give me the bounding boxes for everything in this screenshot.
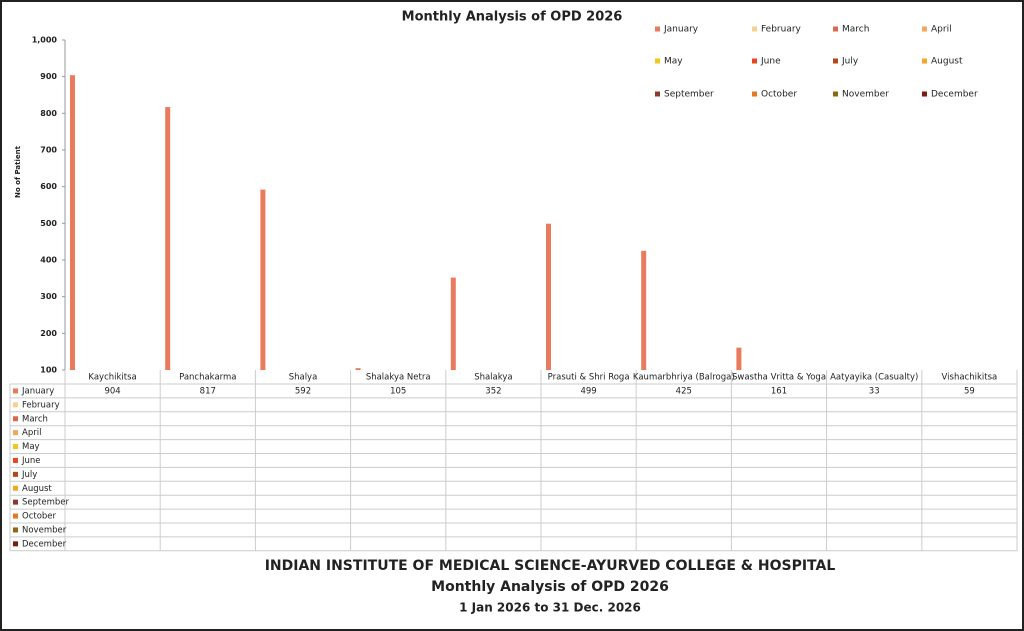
- bar: [70, 75, 75, 370]
- legend-label: April: [931, 25, 952, 35]
- legend-swatch: [922, 26, 927, 32]
- table-value: 352: [485, 386, 501, 396]
- x-tick-label: Shalakya: [474, 373, 512, 383]
- y-tick-label: 200: [40, 329, 57, 338]
- row-label: April: [22, 428, 41, 438]
- y-tick-label: 300: [40, 292, 57, 301]
- row-label: February: [22, 400, 60, 410]
- table-value: 592: [295, 386, 311, 396]
- bar: [546, 223, 551, 370]
- table-value: 33: [869, 386, 880, 396]
- row-label: December: [22, 539, 67, 549]
- x-tick-label: Vishachikitsa: [942, 373, 998, 383]
- legend-swatch: [922, 58, 927, 64]
- legend-label: January: [663, 25, 699, 35]
- x-tick-label: Prasuti & Shri Roga: [548, 373, 630, 383]
- legend-label: December: [931, 90, 978, 100]
- x-tick-label: Aatyayika (Casualty): [830, 373, 918, 383]
- y-tick-label: 500: [40, 219, 57, 228]
- legend-swatch: [922, 91, 927, 97]
- table-value: 425: [676, 386, 692, 396]
- row-label: July: [21, 470, 37, 480]
- legend-swatch: [13, 388, 18, 394]
- legend-swatch: [13, 457, 18, 463]
- legend-swatch: [655, 26, 660, 32]
- legend-swatch: [13, 416, 18, 422]
- y-axis-label: No of Patient: [14, 145, 22, 198]
- legend-swatch: [13, 485, 18, 491]
- legend-swatch: [13, 430, 18, 436]
- legend-label: November: [842, 90, 889, 100]
- legend-swatch: [833, 26, 838, 32]
- table-value: 817: [200, 386, 216, 396]
- row-label: October: [22, 512, 57, 522]
- row-label: November: [22, 525, 67, 535]
- footer-line: INDIAN INSTITUTE OF MEDICAL SCIENCE-AYUR…: [265, 558, 836, 574]
- x-tick-label: Kaumarbhriya (Balroga): [633, 373, 735, 383]
- legend-label: March: [842, 25, 869, 35]
- legend-swatch: [13, 527, 18, 533]
- row-label: March: [22, 414, 48, 424]
- y-tick-label: 900: [40, 72, 57, 81]
- x-tick-label: Shalakya Netra: [366, 373, 431, 383]
- chart-title: Monthly Analysis of OPD 2026: [402, 10, 623, 25]
- bar: [736, 347, 742, 370]
- y-tick-label: 700: [40, 146, 57, 155]
- legend-swatch: [13, 471, 18, 477]
- x-tick-label: Shalya: [289, 373, 318, 383]
- legend-swatch: [752, 26, 757, 32]
- bar: [355, 368, 361, 370]
- legend-swatch: [833, 91, 838, 97]
- x-tick-label: Kaychikitsa: [88, 373, 136, 383]
- table-value: 904: [104, 386, 120, 396]
- x-tick-label: Panchakarma: [179, 373, 236, 383]
- table-value: 59: [964, 386, 975, 396]
- y-tick-label: 100: [40, 366, 57, 375]
- legend-label: August: [931, 57, 963, 67]
- legend-swatch: [752, 58, 757, 64]
- legend-swatch: [13, 499, 18, 505]
- y-tick-label: 800: [40, 109, 57, 118]
- y-tick-label: 1,000: [32, 36, 58, 45]
- legend-swatch: [13, 402, 18, 408]
- legend-swatch: [13, 541, 18, 547]
- row-label: August: [22, 484, 52, 494]
- legend-label: May: [664, 57, 683, 67]
- y-tick-label: 400: [40, 256, 57, 265]
- bar: [641, 250, 647, 370]
- legend-label: July: [841, 57, 859, 67]
- legend-swatch: [752, 91, 757, 97]
- bar: [165, 107, 171, 370]
- legend-label: June: [760, 57, 781, 67]
- footer-line: 1 Jan 2026 to 31 Dec. 2026: [459, 601, 641, 615]
- legend-swatch: [833, 58, 838, 64]
- row-label: January: [21, 386, 54, 396]
- legend-swatch: [13, 513, 18, 519]
- footer-line: Monthly Analysis of OPD 2026: [431, 579, 669, 595]
- y-tick-label: 600: [40, 182, 57, 191]
- row-label: May: [22, 442, 40, 452]
- legend-swatch: [13, 444, 18, 450]
- x-tick-label: Swastha Vritta & Yoga: [732, 373, 826, 383]
- legend-label: February: [761, 25, 802, 35]
- row-label: September: [22, 498, 69, 508]
- table-value: 499: [580, 386, 596, 396]
- legend-swatch: [655, 91, 660, 97]
- table-value: 161: [771, 386, 787, 396]
- bar: [260, 189, 266, 370]
- table-value: 105: [390, 386, 406, 396]
- bar: [450, 277, 456, 370]
- legend-label: October: [761, 90, 797, 100]
- legend-label: September: [664, 90, 714, 100]
- legend-swatch: [655, 58, 660, 64]
- row-label: June: [21, 456, 41, 466]
